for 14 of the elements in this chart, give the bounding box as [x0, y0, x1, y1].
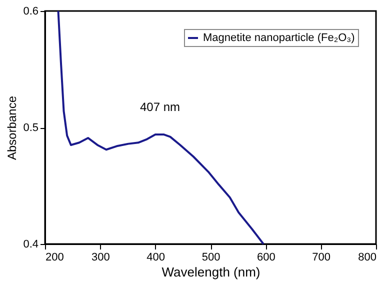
y-axis-title: Absorbance	[5, 96, 20, 160]
x-tick-label: 400	[146, 252, 166, 264]
x-tick-label: 500	[202, 252, 220, 264]
x-tick-label: 700	[312, 252, 331, 264]
x-tick-label: 600	[256, 252, 276, 264]
x-axis-title: Wavelength (nm)	[162, 264, 260, 280]
legend-label: Magnetite nanoparticle (Fe₂O₃)	[203, 32, 355, 44]
y-tick-label: 0.6	[23, 6, 38, 18]
y-tick-label: 0.4	[23, 238, 38, 250]
x-tick-label: 300	[91, 252, 110, 264]
y-tick-label: 0.5	[23, 122, 38, 134]
annotation: 407 nm	[140, 100, 180, 114]
x-tick-label: 200	[46, 252, 64, 264]
x-tick-label: 800	[358, 252, 376, 264]
